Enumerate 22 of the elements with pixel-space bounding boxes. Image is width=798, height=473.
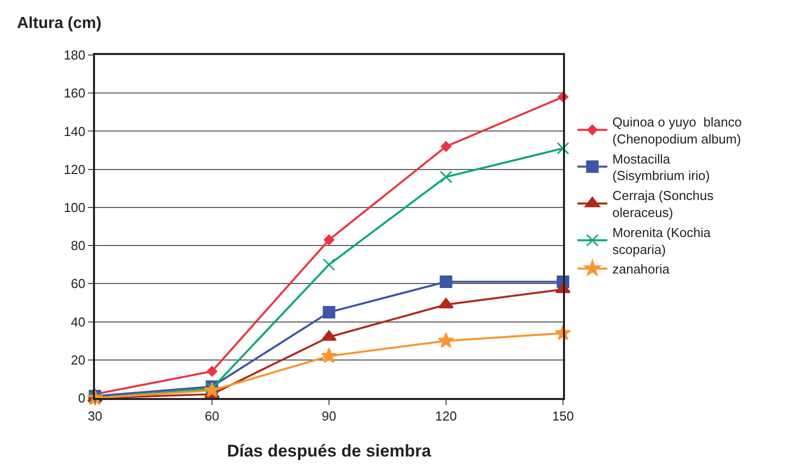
legend-label: Morenita (Kochia scoparia) [612, 224, 712, 257]
legend-label: Quinoa o yuyo blanco (Chenopodium album) [612, 114, 742, 146]
legend-label: Mostacilla (Sisymbrium irio) [612, 151, 710, 184]
y-tick-label: 140 [64, 124, 86, 139]
y-tick-label: 120 [64, 162, 86, 177]
y-tick-label: 80 [70, 238, 86, 254]
x-tick-label: 90 [322, 408, 336, 424]
x-tick-label: 30 [88, 408, 102, 424]
y-tick-label: 100 [64, 200, 86, 215]
y-tick-label: 60 [70, 276, 86, 292]
x-tick-label: 150 [552, 408, 574, 424]
x-axis-title: Días después de siembra [226, 442, 432, 460]
y-axis-title: Altura (cm) [17, 15, 102, 32]
x-tick-label: 120 [435, 408, 457, 424]
legend-label: Cerraja (Sonchus oleraceus) [612, 188, 714, 220]
x-tick-label: 60 [204, 408, 220, 424]
legend-label: zanahoria [612, 262, 670, 277]
y-tick-label: 160 [64, 86, 86, 101]
y-tick-label: 40 [70, 314, 86, 330]
y-tick-label: 0 [78, 390, 86, 406]
y-tick-label: 180 [64, 48, 86, 63]
y-tick-label: 20 [70, 352, 86, 368]
